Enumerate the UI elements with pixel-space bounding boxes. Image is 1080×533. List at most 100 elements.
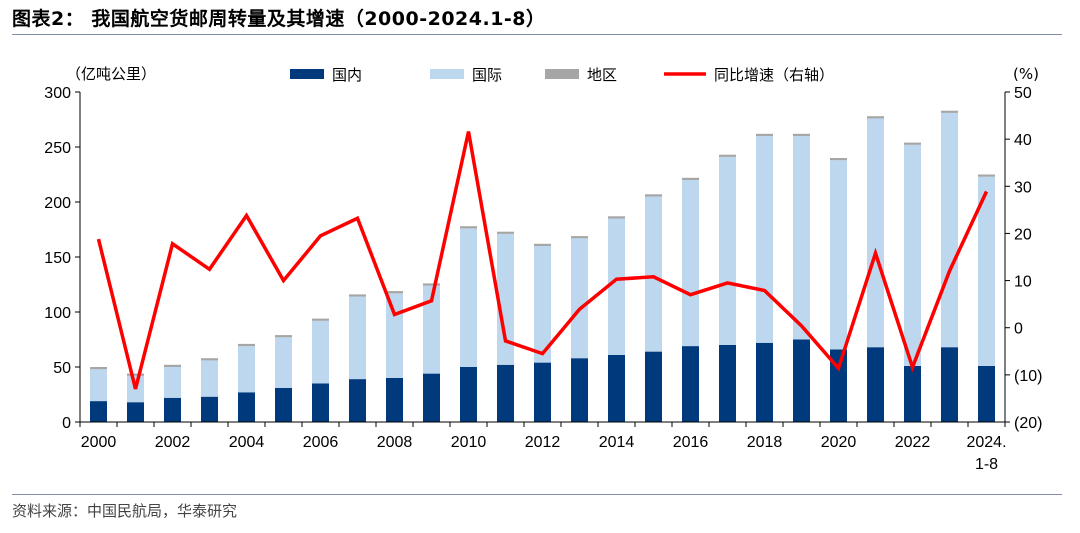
left-tick-label: 250	[44, 140, 71, 157]
source-divider	[12, 494, 1062, 495]
bar-国内	[460, 367, 477, 422]
bar-国际	[830, 160, 847, 350]
left-tick-label: 100	[44, 305, 71, 322]
x-tick-label: 2012	[525, 434, 561, 451]
bar-国际	[571, 238, 588, 359]
bar-国际	[90, 369, 107, 402]
bar-地区	[201, 358, 218, 361]
bar-国际	[904, 144, 921, 366]
bar-国内	[978, 365, 995, 422]
growth-line	[96, 131, 989, 390]
bar-国内	[275, 387, 292, 422]
page-title: 图表2： 我国航空货邮周转量及其增速（2000-2024.1-8）	[12, 8, 546, 30]
bar-国际	[349, 296, 366, 380]
x-tick-label: 2018	[747, 434, 783, 451]
bar-国际	[534, 246, 551, 363]
bar-国内	[682, 346, 699, 422]
bar-国内	[386, 378, 403, 422]
title-divider	[12, 34, 1062, 35]
x-tick-label: 2006	[303, 434, 339, 451]
bar-国际	[275, 337, 292, 388]
x-tick-label: 2024. 1-8	[966, 434, 1006, 473]
bar-国内	[904, 365, 921, 422]
right-tick-label: (10)	[1014, 368, 1042, 385]
bar-地区	[608, 216, 625, 219]
bar-地区	[534, 243, 551, 246]
right-tick-label: 40	[1014, 132, 1032, 149]
legend-label: 国内	[332, 66, 362, 84]
bar-国内	[645, 351, 662, 422]
right-tick-label: 20	[1014, 226, 1032, 243]
right-tick-label: 0	[1014, 321, 1023, 338]
bar-地区	[275, 335, 292, 338]
legend-swatch	[545, 69, 579, 79]
bar-国内	[497, 364, 514, 422]
bar-国内	[867, 347, 884, 422]
bar-国内	[830, 349, 847, 422]
bar-地区	[978, 174, 995, 177]
bar-国际	[386, 293, 403, 378]
left-axis-unit: （亿吨公里）	[66, 65, 156, 83]
bars	[90, 110, 995, 422]
legend-swatch	[430, 69, 464, 79]
bar-地区	[904, 142, 921, 145]
bar-国内	[756, 342, 773, 422]
x-tick-label: 2002	[155, 434, 191, 451]
bar-国际	[978, 176, 995, 366]
bar-地区	[941, 110, 958, 113]
bar-国内	[90, 401, 107, 422]
bar-地区	[164, 364, 181, 367]
x-tick-label: 2000	[81, 434, 117, 451]
left-tick-label: 300	[44, 85, 71, 102]
bar-国际	[645, 196, 662, 352]
bar-国际	[608, 218, 625, 355]
bar-国内	[719, 345, 736, 422]
bar-地区	[719, 154, 736, 157]
bar-地区	[867, 116, 884, 119]
bar-地区	[460, 226, 477, 229]
bar-地区	[756, 133, 773, 136]
bar-国际	[201, 360, 218, 397]
bar-地区	[645, 194, 662, 197]
bar-地区	[497, 231, 514, 234]
source-note: 资料来源：中国民航局，华泰研究	[12, 502, 238, 520]
bar-地区	[571, 236, 588, 239]
right-tick-label: (20)	[1014, 415, 1042, 432]
bar-国内	[238, 392, 255, 422]
bar-地区	[830, 158, 847, 161]
bar-国际	[423, 285, 440, 374]
legend-swatch	[290, 69, 324, 79]
legend-label: 地区	[587, 66, 617, 84]
bar-国际	[164, 367, 181, 398]
x-tick-label: 2008	[377, 434, 413, 451]
bar-地区	[312, 318, 329, 321]
x-tick-label: 2010	[451, 434, 487, 451]
bar-国际	[793, 136, 810, 340]
bar-国内	[941, 347, 958, 422]
bar-国内	[201, 396, 218, 422]
bar-国内	[164, 397, 181, 422]
left-tick-label: 150	[44, 250, 71, 267]
bar-国际	[941, 112, 958, 348]
bar-国内	[608, 354, 625, 422]
bar-地区	[90, 367, 107, 370]
bar-地区	[682, 177, 699, 180]
bar-地区	[423, 283, 440, 286]
x-tick-label: 2014	[599, 434, 635, 451]
bar-国内	[534, 362, 551, 422]
bar-地区	[386, 291, 403, 294]
bar-国际	[312, 320, 329, 384]
bar-国际	[460, 228, 477, 367]
bar-国内	[312, 383, 329, 422]
left-tick-label: 0	[62, 415, 71, 432]
bar-国际	[497, 233, 514, 365]
bar-地区	[349, 294, 366, 297]
left-tick-label: 50	[53, 360, 71, 377]
right-tick-label: 30	[1014, 179, 1032, 196]
bar-国内	[423, 373, 440, 422]
bar-国内	[793, 339, 810, 422]
bar-国际	[682, 180, 699, 347]
bar-地区	[793, 133, 810, 136]
left-tick-label: 200	[44, 195, 71, 212]
